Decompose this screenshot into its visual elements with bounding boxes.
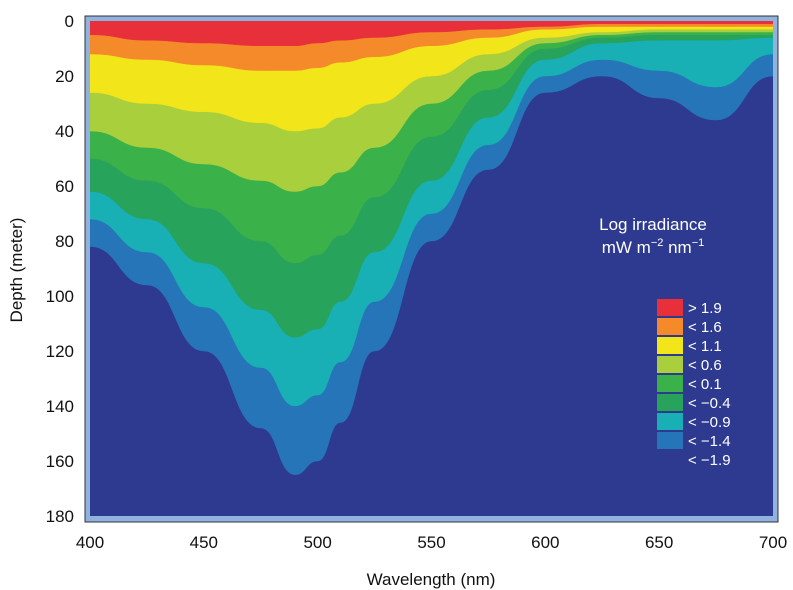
legend-label: > 1.9 bbox=[688, 300, 722, 317]
y-axis-title: Depth (meter) bbox=[7, 218, 26, 323]
x-tick-label: 600 bbox=[531, 533, 559, 552]
legend: Log irradiance mW m−2 nm−1 > 1.9 < 1.6 < 1… bbox=[599, 215, 730, 469]
legend-swatch bbox=[657, 299, 683, 316]
legend-label: < −0.9 bbox=[688, 414, 731, 431]
legend-unit: mW m−2 nm−1 bbox=[602, 237, 705, 257]
legend-swatch bbox=[657, 394, 683, 411]
legend-title: Log irradiance bbox=[599, 215, 707, 234]
x-tick-label: 700 bbox=[759, 533, 787, 552]
x-axis-title: Wavelength (nm) bbox=[367, 570, 496, 589]
legend-swatch bbox=[657, 451, 683, 468]
legend-swatch bbox=[657, 318, 683, 335]
y-tick-label: 120 bbox=[46, 342, 74, 361]
x-tick-label: 550 bbox=[417, 533, 445, 552]
x-tick-label: 450 bbox=[190, 533, 218, 552]
y-tick-label: 0 bbox=[65, 12, 74, 31]
x-tick-label: 400 bbox=[76, 533, 104, 552]
legend-swatch bbox=[657, 432, 683, 449]
x-axis: 400 450 500 550 600 650 700 bbox=[76, 533, 787, 552]
y-axis: 0 20 40 60 80 100 120 140 160 180 bbox=[46, 12, 74, 526]
y-tick-label: 60 bbox=[55, 177, 74, 196]
legend-label: < −0.4 bbox=[688, 395, 731, 412]
legend-swatch bbox=[657, 375, 683, 392]
y-tick-label: 160 bbox=[46, 452, 74, 471]
y-tick-label: 80 bbox=[55, 232, 74, 251]
y-tick-label: 100 bbox=[46, 287, 74, 306]
y-tick-label: 40 bbox=[55, 122, 74, 141]
legend-label: < 1.6 bbox=[688, 319, 722, 336]
legend-entries: > 1.9 < 1.6 < 1.1 < 0.6 < 0.1 < −0.4 < −0.9 < −… bbox=[657, 299, 731, 469]
y-tick-label: 140 bbox=[46, 397, 74, 416]
contour-bands bbox=[90, 21, 773, 511]
contour-band-0 bbox=[90, 21, 773, 46]
legend-label: < −1.9 bbox=[688, 452, 731, 469]
legend-label: < −1.4 bbox=[688, 433, 731, 450]
y-tick-label: 20 bbox=[55, 67, 74, 86]
x-tick-label: 500 bbox=[303, 533, 331, 552]
x-tick-label: 650 bbox=[645, 533, 673, 552]
y-tick-label: 180 bbox=[46, 507, 74, 526]
legend-label: < 0.6 bbox=[688, 357, 722, 374]
legend-swatch bbox=[657, 356, 683, 373]
legend-label: < 1.1 bbox=[688, 338, 722, 355]
legend-label: < 0.1 bbox=[688, 376, 722, 393]
legend-swatch bbox=[657, 413, 683, 430]
legend-swatch bbox=[657, 337, 683, 354]
